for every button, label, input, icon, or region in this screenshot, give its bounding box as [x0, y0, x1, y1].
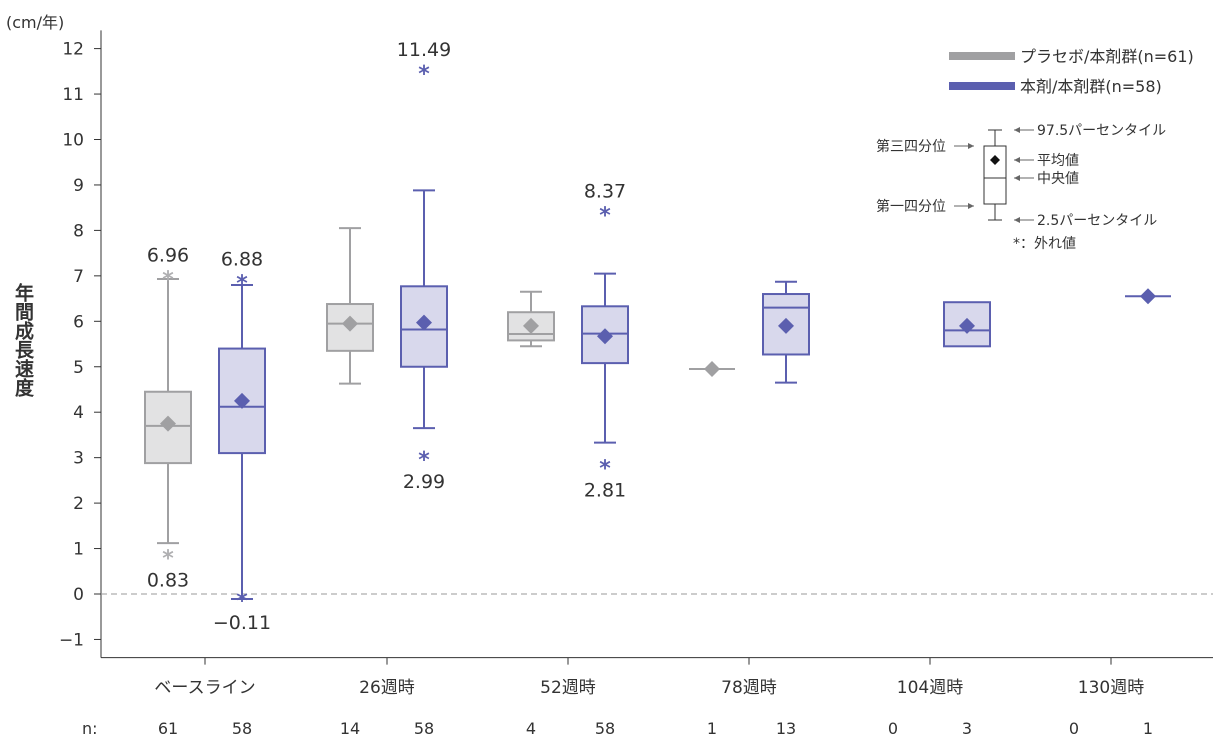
key-label-q1: 第一四分位 [876, 198, 946, 215]
n-value: 0 [1069, 719, 1079, 738]
n-value: 1 [1143, 719, 1153, 738]
box-drug [400, 189, 448, 430]
outlier-marker: * [418, 448, 430, 473]
n-value: 58 [595, 719, 615, 738]
key-arrowhead [1014, 217, 1020, 223]
legend-swatch-drug [949, 82, 1015, 90]
mean-marker [342, 315, 358, 332]
box-drug [943, 301, 991, 348]
y-tick-label: 11 [62, 85, 84, 105]
iqr-box [218, 347, 266, 455]
outlier-value-label: 11.49 [397, 39, 451, 61]
box-drug [581, 272, 629, 444]
y-tick-label: 7 [73, 267, 84, 287]
n-value: 58 [232, 719, 252, 738]
outlier-value-label: −0.11 [213, 612, 271, 634]
iqr-box [507, 311, 555, 342]
outlier-value-label: 8.37 [584, 181, 626, 203]
outlier-marker: * [599, 456, 611, 481]
outlier-marker: * [418, 62, 430, 87]
box-placebo [326, 227, 374, 385]
box-drug [762, 280, 810, 384]
key-arrowhead [968, 143, 974, 149]
y-tick-label: 1 [73, 540, 84, 560]
mean-marker [523, 317, 539, 334]
mean-marker [778, 317, 794, 334]
outlier-value-label: 2.99 [403, 471, 445, 493]
n-value: 61 [158, 719, 178, 738]
outlier-marker: * [162, 546, 174, 571]
x-category-label: 52週時 [540, 678, 596, 698]
mean-marker [234, 392, 250, 409]
n-value: 1 [707, 719, 717, 738]
y-axis-title: 年間成長速度 [12, 282, 34, 398]
y-tick-label: 8 [73, 221, 84, 241]
key-mean-marker [990, 155, 1000, 165]
x-category-label: 104週時 [897, 678, 963, 698]
outlier-value-label: 6.88 [221, 248, 263, 270]
y-tick-label: −1 [59, 630, 84, 650]
key-arrowhead [1014, 175, 1020, 181]
outlier-value-label: 6.96 [147, 245, 189, 267]
mean-marker [1140, 288, 1156, 305]
key-box [983, 145, 1007, 205]
box-drug [1125, 288, 1171, 305]
legend-label-placebo: プラセボ/本剤群(n=61) [1020, 47, 1194, 66]
y-tick-label: 9 [73, 176, 84, 196]
y-tick-label: 0 [73, 585, 84, 605]
outlier-value-label: 0.83 [147, 569, 189, 591]
mean-marker [416, 314, 432, 331]
n-value: 3 [962, 719, 972, 738]
y-unit-label: (cm/年) [6, 13, 64, 32]
key-label-q3: 第三四分位 [876, 138, 946, 155]
n-value: 14 [340, 719, 360, 738]
box-placebo [507, 290, 555, 348]
y-tick-label: 5 [73, 358, 84, 378]
n-value: 4 [526, 719, 536, 738]
box-drug [218, 283, 266, 600]
x-category-label: 130週時 [1078, 678, 1144, 698]
key-label-median: 中央値 [1037, 171, 1079, 187]
key-label-outlier: *：外れ値 [1013, 236, 1076, 252]
outlier-marker: * [236, 589, 248, 614]
y-tick-label: 10 [62, 131, 84, 151]
legend-swatch-placebo [949, 52, 1015, 60]
n-row-label: n: [82, 719, 98, 738]
y-tick-label: 6 [73, 312, 84, 332]
n-value: 13 [776, 719, 796, 738]
legend-label-drug: 本剤/本剤群(n=58) [1020, 77, 1162, 96]
n-value: 58 [414, 719, 434, 738]
y-tick-label: 2 [73, 494, 84, 514]
outlier-marker: * [599, 204, 611, 229]
y-tick-label: 3 [73, 449, 84, 469]
mean-marker [704, 361, 720, 378]
key-arrowhead [968, 203, 974, 209]
outlier-marker: * [162, 268, 174, 293]
x-category-label: ベースライン [154, 678, 255, 698]
x-category-label: 78週時 [721, 678, 777, 698]
outlier-value-label: 2.81 [584, 479, 626, 501]
x-category-label: 26週時 [359, 678, 415, 698]
key-arrowhead [1014, 157, 1020, 163]
y-tick-label: 4 [73, 403, 84, 423]
outlier-marker: * [236, 271, 248, 296]
y-tick-label: 12 [62, 40, 84, 60]
mean-marker [597, 328, 613, 345]
box-placebo [144, 278, 192, 545]
key-label-p97_5: 97.5パーセンタイル [1037, 123, 1166, 139]
key-label-mean: 平均値 [1037, 153, 1079, 169]
box-placebo [689, 361, 735, 378]
mean-marker [959, 317, 975, 334]
n-value: 0 [888, 719, 898, 738]
key-label-p2_5: 2.5パーセンタイル [1037, 213, 1157, 229]
key-arrowhead [1014, 127, 1020, 133]
mean-marker [160, 415, 176, 432]
